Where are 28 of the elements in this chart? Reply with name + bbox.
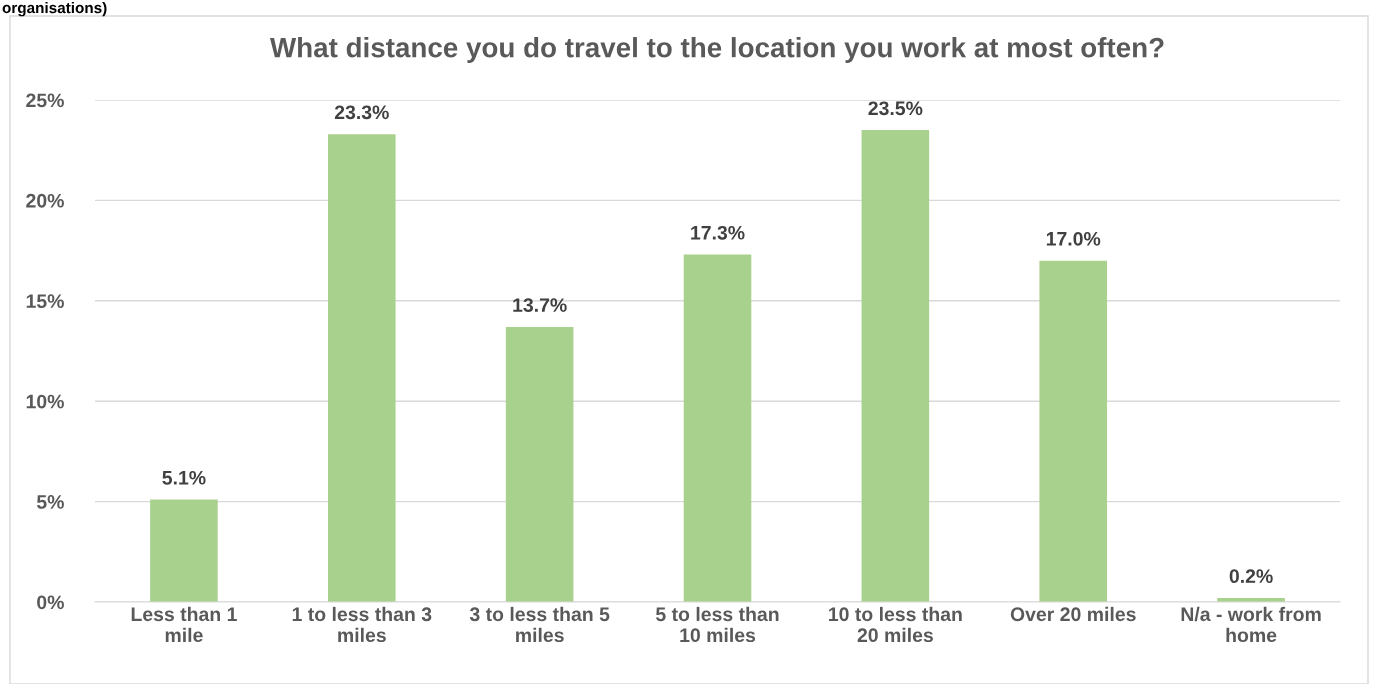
data-label: 17.3% [691, 225, 745, 240]
bar [683, 254, 752, 602]
x-tick-label: 5 to less than 10 miles [655, 606, 779, 643]
y-tick-label: 15% [26, 294, 64, 309]
data-label: 23.3% [334, 105, 389, 120]
x-tick-label: 3 to less than 5 miles [469, 606, 610, 643]
chart-title: What distance you do travel to the location you work at most often? [269, 37, 1164, 63]
bar [150, 499, 218, 602]
x-tick-label: 10 to less than 20 miles [829, 606, 962, 643]
x-tick-label: Less than 1 mile [131, 606, 237, 643]
y-tick-label: 20% [26, 193, 64, 208]
y-tick-label: 5% [36, 495, 64, 509]
data-label: 5.1% [162, 470, 206, 485]
y-tick-label: 0% [37, 595, 64, 610]
y-tick-label: 25% [26, 93, 64, 108]
x-tick-label: N/a - work from home [1181, 606, 1321, 643]
x-tick-label: Over 20 miles [1010, 606, 1136, 622]
data-label: 0.2% [1229, 569, 1273, 584]
bar [861, 130, 930, 602]
data-label: 13.7% [513, 298, 567, 312]
bar [1039, 260, 1108, 602]
x-tick-label: 1 to less than 3 miles [292, 606, 432, 643]
text: organisations) [2, 2, 107, 17]
bar [327, 134, 396, 602]
data-label: 23.5% [868, 101, 923, 116]
data-label: 17.0% [1046, 231, 1101, 246]
y-tick-label: 10% [26, 394, 64, 409]
bar [505, 326, 574, 602]
